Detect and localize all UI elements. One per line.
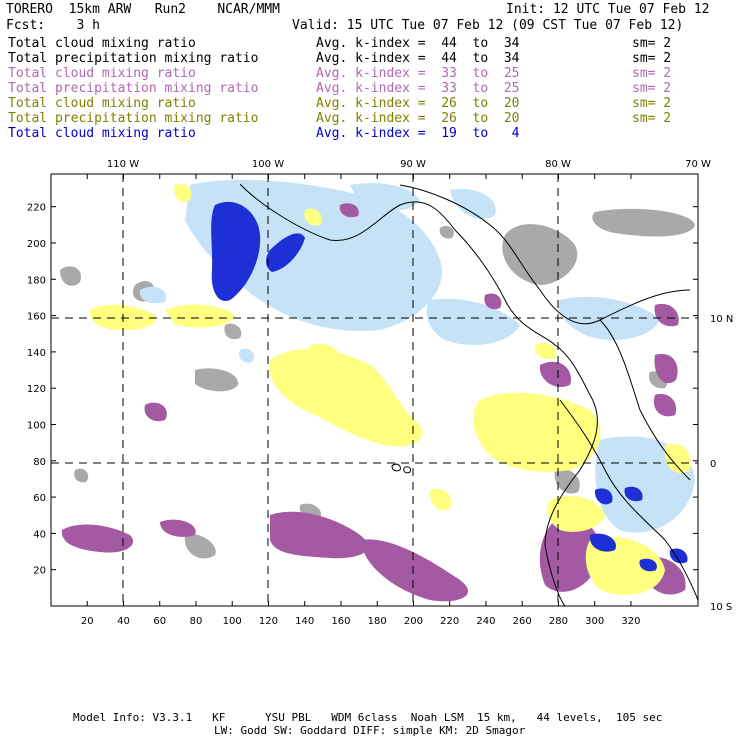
legend-field-name: Total cloud mixing ratio	[8, 36, 196, 51]
legend-smoothing: sm= 2	[632, 36, 672, 51]
x-tick-label: 320	[621, 616, 640, 627]
x-tick-label: 260	[513, 616, 532, 627]
y-tick-label: 20	[33, 566, 46, 577]
legend-smoothing: sm= 2	[632, 66, 672, 81]
forecast-hour: Fcst: 3 h	[6, 18, 100, 33]
legend-field-name: Total precipitation mixing ratio	[8, 111, 259, 126]
x-tick-label: 120	[259, 616, 278, 627]
longitude-label: 110 W	[107, 159, 139, 170]
x-tick-label: 280	[549, 616, 568, 627]
yellow-cloud-fields	[89, 183, 691, 595]
latlon-grid	[51, 174, 698, 606]
model-title: TORERO 15km ARW Run2 NCAR/MMM	[6, 2, 280, 17]
purple-cloud-fields	[61, 203, 686, 602]
x-tick-label: 100	[223, 616, 242, 627]
init-time: Init: 12 UTC Tue 07 Feb 12	[506, 2, 710, 17]
legend-k-index: Avg. k-index = 33 to 25	[316, 66, 520, 81]
gray-cloud-fields	[60, 208, 695, 559]
legend-k-index: Avg. k-index = 33 to 25	[316, 81, 520, 96]
x-tick-label: 60	[153, 616, 166, 627]
legend-k-index: Avg. k-index = 44 to 34	[316, 51, 520, 66]
longitude-label: 100 W	[252, 159, 284, 170]
x-tick-label: 300	[585, 616, 604, 627]
legend-k-index: Avg. k-index = 19 to 4	[316, 126, 520, 141]
y-tick-label: 180	[27, 275, 46, 286]
y-tick-label: 40	[33, 529, 46, 540]
y-tick-label: 220	[27, 203, 46, 214]
x-tick-label: 20	[81, 616, 94, 627]
legend-field-name: Total cloud mixing ratio	[8, 96, 196, 111]
legend-smoothing: sm= 2	[632, 51, 672, 66]
longitude-label: 80 W	[545, 159, 571, 170]
y-tick-label: 60	[33, 493, 46, 504]
legend-smoothing: sm= 2	[632, 96, 672, 111]
legend-field-name: Total cloud mixing ratio	[8, 126, 196, 141]
x-tick-label: 160	[331, 616, 350, 627]
y-tick-label: 200	[27, 239, 46, 250]
model-info-line2: LW: Godd SW: Goddard DIFF: simple KM: 2D…	[214, 724, 526, 737]
x-tick-label: 180	[368, 616, 387, 627]
x-tick-label: 80	[190, 616, 203, 627]
y-tick-label: 120	[27, 384, 46, 395]
legend-k-index: Avg. k-index = 26 to 20	[316, 96, 520, 111]
x-tick-label: 40	[117, 616, 130, 627]
latitude-label: 10 S	[710, 602, 732, 613]
legend-k-index: Avg. k-index = 44 to 34	[316, 36, 520, 51]
blue-cloud-fields	[211, 201, 688, 572]
map-frame	[50, 173, 699, 607]
legend-smoothing: sm= 2	[632, 81, 672, 96]
legend-smoothing: sm= 2	[632, 111, 672, 126]
map-fields	[51, 174, 698, 606]
longitude-label: 90 W	[400, 159, 426, 170]
y-tick-label: 80	[33, 457, 46, 468]
axis-ticks: 20 40 60 80 100 120 140 160 180 200 220 240 260 280 30…	[27, 159, 733, 627]
x-tick-label: 200	[404, 616, 423, 627]
x-tick-label: 220	[440, 616, 459, 627]
latitude-label: 0	[710, 459, 716, 470]
longitude-label: 70 W	[685, 159, 711, 170]
y-tick-label: 160	[27, 312, 46, 323]
legend-k-index: Avg. k-index = 26 to 20	[316, 111, 520, 126]
legend-field-name: Total precipitation mixing ratio	[8, 81, 259, 96]
x-tick-label: 240	[476, 616, 495, 627]
x-tick-label: 140	[295, 616, 314, 627]
coastlines	[239, 183, 698, 606]
y-tick-label: 100	[27, 420, 46, 431]
y-tick-label: 140	[27, 348, 46, 359]
legend-field-name: Total cloud mixing ratio	[8, 66, 196, 81]
valid-time: Valid: 15 UTC Tue 07 Feb 12 (09 CST Tue …	[292, 18, 684, 33]
model-info-line1: Model Info: V3.3.1 KF YSU PBL WDM 6class…	[73, 711, 663, 724]
latitude-label: 10 N	[710, 314, 733, 325]
legend-field-name: Total precipitation mixing ratio	[8, 51, 259, 66]
